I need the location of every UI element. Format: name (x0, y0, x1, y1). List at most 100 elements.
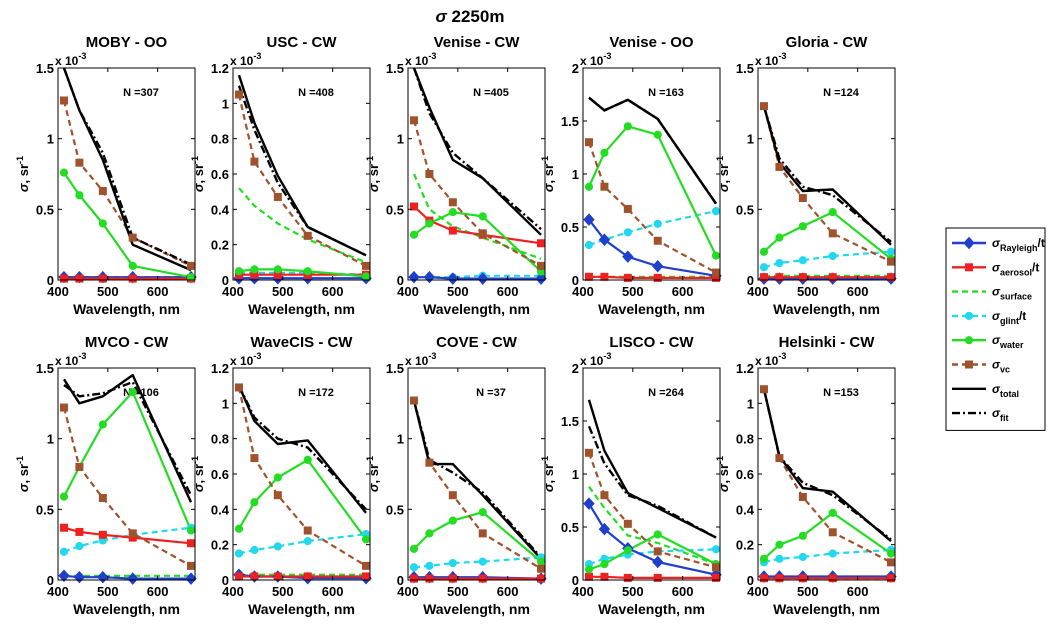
exponent-base: x 10 (55, 354, 79, 368)
data-point-water (759, 247, 769, 256)
data-point-glint (828, 549, 837, 558)
y-tick-label: 1 (222, 96, 229, 111)
legend-entry-glint: σglint/t (952, 309, 1026, 326)
data-point-water (798, 222, 807, 231)
exponent-base: x 10 (580, 54, 604, 68)
data-point-water (775, 233, 784, 242)
y-tick-label: 0.6 (211, 467, 229, 482)
data-point-water (478, 508, 487, 517)
data-point-vc (75, 158, 84, 167)
data-point-vc (537, 564, 546, 573)
legend-suffix: /t (1032, 260, 1039, 274)
legend-label-rayleigh: σRayleigh/t (992, 236, 1045, 253)
y-axis-label-unit: , sr (716, 464, 731, 484)
data-point-glint (75, 541, 84, 551)
data-point-aerosol (600, 272, 609, 281)
y-tick-label: 1.5 (736, 61, 754, 76)
y-axis-label-sigma: σ (541, 182, 556, 192)
axes-frame (407, 367, 546, 581)
x-tick-label: 500 (447, 284, 469, 299)
data-point-aerosol (653, 273, 662, 282)
y-tick-label: 0 (47, 273, 54, 288)
data-point-water (75, 191, 84, 200)
y-tick-label: 0 (397, 573, 404, 588)
legend-sigma: σ (992, 406, 1001, 420)
y-tick-label: 1 (47, 132, 54, 147)
data-point-aerosol (409, 574, 418, 583)
data-point-aerosol (775, 574, 784, 583)
legend-sigma: σ (992, 285, 1001, 299)
legend-suffix: /t (1019, 309, 1026, 323)
data-point-vc (75, 462, 84, 471)
y-axis-label: σ, sr-1 (540, 156, 556, 192)
data-point-water (250, 498, 259, 507)
data-point-aerosol (98, 274, 107, 283)
y-axis-label-unit: , sr (16, 464, 31, 484)
y-tick-label: 0.8 (211, 132, 229, 147)
series-line-total (62, 68, 192, 272)
legend-sigma: σ (992, 309, 1001, 323)
data-point-glint (775, 258, 784, 268)
y-axis-label-sigma: σ (716, 482, 731, 492)
x-axis-label: Wavelength, nm (598, 601, 705, 617)
y-axis-label-sigma: σ (16, 182, 31, 192)
x-tick-label: 500 (97, 584, 119, 599)
data-point-water (186, 526, 196, 535)
data-point-vc (128, 233, 137, 242)
y-axis-label: σ, sr-1 (365, 156, 381, 192)
data-point-vc (303, 526, 312, 535)
data-point-vc (273, 192, 282, 201)
figure-title: σ 2250m (436, 7, 505, 26)
y-tick-label: 1 (397, 132, 404, 147)
panel-10: Helsinki - CWx 10-3 N =153 400 500 600 0 0.2 0.… (715, 334, 897, 617)
exponent-base: x 10 (230, 54, 254, 68)
series-line-total (762, 388, 892, 543)
y-axis-label-unit: , sr (191, 464, 206, 484)
sample-count-label: N =37 (476, 387, 506, 399)
x-tick-label: 500 (622, 284, 644, 299)
data-point-water (584, 182, 594, 191)
sample-count-label: N =408 (298, 87, 334, 99)
data-point-water (600, 560, 609, 569)
y-axis-label-exp: -1 (365, 156, 375, 164)
data-point-aerosol (653, 573, 662, 582)
series-line-surface (412, 173, 542, 260)
x-tick-label: 400 (222, 284, 244, 299)
data-point-rayleigh (58, 569, 70, 583)
series-line-fit (412, 400, 542, 559)
data-point-aerosol (759, 273, 768, 282)
axes-frame (57, 367, 196, 581)
data-point-rayleigh (598, 233, 611, 246)
y-axis-label: σ, sr-1 (15, 156, 31, 192)
data-point-vc (759, 385, 768, 394)
x-axis-label: Wavelength, nm (423, 601, 530, 617)
legend-sigma: σ (992, 236, 1001, 250)
data-point-aerosol (759, 574, 768, 583)
legend-label-fit: σfit (992, 406, 1008, 423)
y-tick-label: 0.8 (211, 432, 229, 447)
data-point-vc (425, 458, 434, 467)
x-tick-label: 500 (797, 584, 819, 599)
data-point-aerosol (623, 573, 632, 582)
data-point-water (128, 387, 137, 397)
data-point-vc (887, 558, 896, 567)
y-exponent-label: x 10-3 (55, 351, 86, 368)
data-point-water (273, 473, 282, 482)
data-point-aerosol (75, 274, 84, 283)
series-line-vc (587, 141, 717, 274)
data-point-water (425, 219, 434, 228)
y-tick-label: 0.5 (736, 202, 754, 217)
data-point-aerosol (250, 572, 259, 581)
data-point-glint (273, 542, 282, 551)
x-tick-label: 500 (97, 284, 119, 299)
data-point-rayleigh (652, 259, 664, 273)
data-point-vc (798, 492, 807, 501)
exponent-base: x 10 (405, 354, 429, 368)
data-point-water (653, 530, 662, 539)
legend-sigma: σ (992, 260, 1001, 274)
y-axis-label-unit: , sr (716, 164, 731, 184)
